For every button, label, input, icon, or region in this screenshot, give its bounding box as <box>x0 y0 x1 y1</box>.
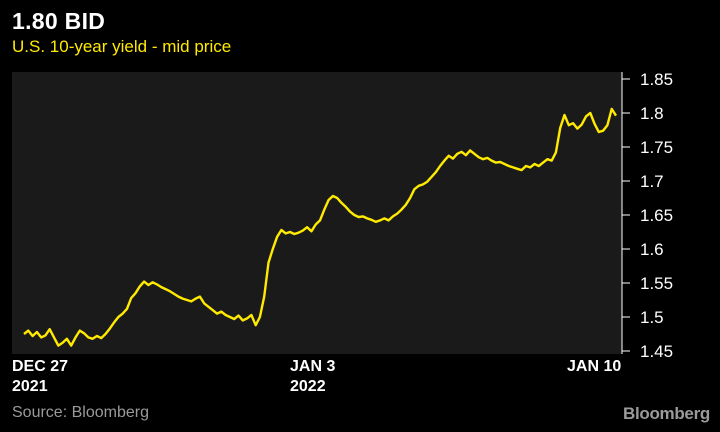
y-tick-label: 1.8 <box>640 104 664 123</box>
y-tick-label: 1.55 <box>640 274 673 293</box>
y-tick-label: 1.85 <box>640 70 673 89</box>
y-tick-label: 1.75 <box>640 138 673 157</box>
bloomberg-logo: Bloomberg <box>622 404 710 423</box>
x-tick-jan-10: JAN 10 <box>567 358 622 375</box>
y-tick-label: 1.5 <box>640 308 664 327</box>
yield-series-line <box>23 107 618 347</box>
x-tick-dec-27: DEC 27 2021 <box>12 358 69 395</box>
y-axis: 1.85 1.8 1.75 1.7 1.65 1.6 1.55 1.5 1.45 <box>622 70 673 361</box>
y-tick-label: 1.6 <box>640 240 664 259</box>
source-note: Source: Bloomberg <box>12 404 149 421</box>
plot-area <box>12 72 622 354</box>
y-tick-label: 1.65 <box>640 206 673 225</box>
chart-subtitle: U.S. 10-year yield - mid price <box>12 37 232 56</box>
y-tick-label: 1.45 <box>640 342 673 361</box>
chart-title: 1.80 BID <box>12 8 106 34</box>
x-tick-jan-3: JAN 3 2022 <box>290 358 336 395</box>
y-tick-label: 1.7 <box>640 172 664 191</box>
